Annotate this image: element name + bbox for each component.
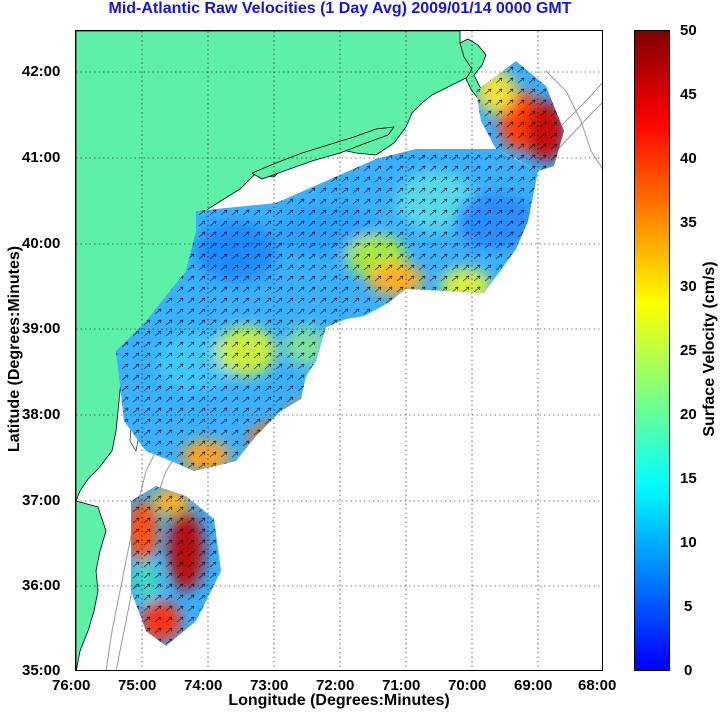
colorbar-tick-label: 35 (680, 214, 697, 231)
y-tick-label: 36:00 (22, 577, 60, 594)
y-tick-label: 41:00 (22, 149, 60, 166)
colorbar-tick-label: 15 (680, 470, 697, 487)
map-plot-area (75, 30, 603, 671)
y-tick-label: 37:00 (22, 492, 60, 509)
colorbar-label: Surface Velocity (cm/s) (701, 219, 719, 479)
colorbar-tick-label: 10 (680, 534, 697, 551)
colorbar-tick-label: 45 (680, 86, 697, 103)
y-tick-label: 42:00 (22, 63, 60, 80)
colorbar-tick-label: 0 (684, 662, 692, 679)
y-tick-label: 39:00 (22, 320, 60, 337)
colorbar-tick-label: 20 (680, 406, 697, 423)
y-tick-label: 38:00 (22, 406, 60, 423)
colorbar (634, 30, 670, 671)
colorbar-tick-label: 50 (680, 22, 697, 39)
colorbar-tick-label: 40 (680, 150, 697, 167)
y-axis-label: Latitude (Degrees:Minutes) (6, 219, 24, 479)
y-tick-label: 40:00 (22, 235, 60, 252)
colorbar-tick-label: 5 (684, 598, 692, 615)
colorbar-tick-label: 30 (680, 278, 697, 295)
x-axis-label: Longitude (Degrees:Minutes) (75, 692, 603, 710)
colorbar-tick-label: 25 (680, 342, 697, 359)
map-title: Mid-Atlantic Raw Velocities (1 Day Avg) … (0, 0, 680, 18)
